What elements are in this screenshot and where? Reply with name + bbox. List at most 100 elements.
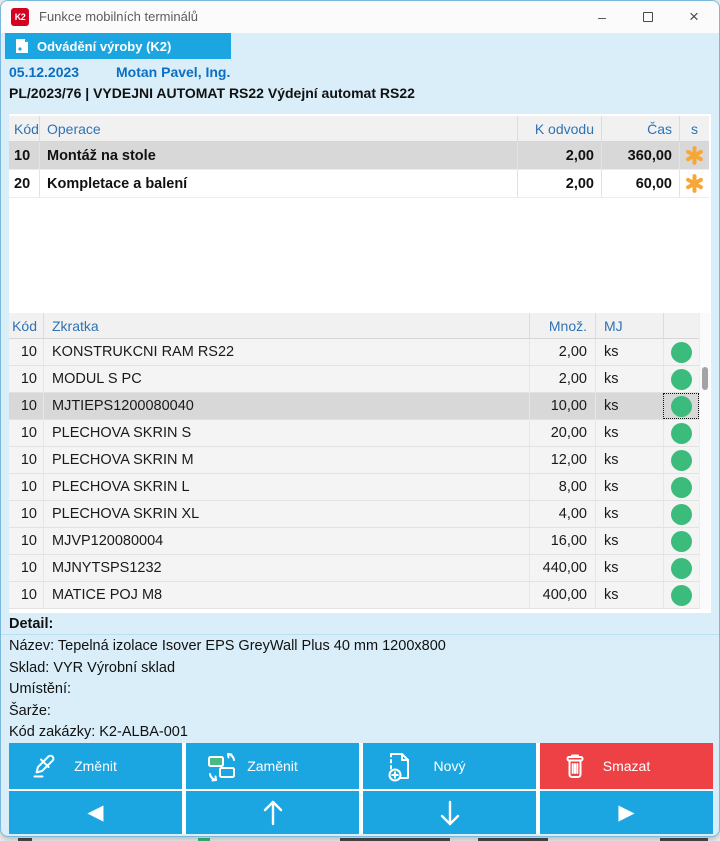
item-status-cell bbox=[663, 339, 699, 365]
operation-k-odvodu: 2,00 bbox=[517, 142, 601, 169]
item-mnozstvi: 2,00 bbox=[529, 366, 595, 392]
maximize-button[interactable] bbox=[625, 1, 671, 33]
delete-button-label: Smazat bbox=[602, 758, 651, 774]
production-order-line: PL/2023/76 | VYDEJNI AUTOMAT RS22 Výdejn… bbox=[9, 85, 415, 101]
operation-name: Montáž na stole bbox=[39, 142, 517, 169]
tab-odvadeni-vyroby[interactable]: Odvádění výroby (K2) bbox=[5, 33, 231, 59]
status-green-circle-icon bbox=[671, 503, 692, 525]
operation-name: Kompletace a balení bbox=[39, 170, 517, 197]
item-status-cell bbox=[663, 420, 699, 446]
column-header-mj[interactable]: MJ bbox=[595, 313, 663, 338]
status-green-circle-icon bbox=[671, 422, 692, 444]
item-row[interactable]: 10 MODUL S PC 2,00 ks bbox=[9, 366, 699, 393]
status-green-circle-icon bbox=[671, 449, 692, 471]
item-mj: ks bbox=[595, 474, 663, 500]
item-row[interactable]: 10 MATICE POJ M8 400,00 ks bbox=[9, 582, 699, 609]
pencil-icon bbox=[33, 754, 55, 778]
items-table: Kód Zkratka Množ. MJ 10 KONSTRUKCNI RAM R… bbox=[9, 313, 699, 609]
item-mj: ks bbox=[595, 555, 663, 581]
item-row[interactable]: 10 KONSTRUKCNI RAM RS22 2,00 ks bbox=[9, 339, 699, 366]
operation-cas: 360,00 bbox=[601, 142, 679, 169]
item-row[interactable]: 10 MJNYTSPS1232 440,00 ks bbox=[9, 555, 699, 582]
item-mj: ks bbox=[595, 582, 663, 608]
new-button[interactable]: Nový bbox=[363, 743, 536, 789]
detail-panel: Detail: Název: Tepelná izolace Isover EP… bbox=[1, 613, 719, 743]
items-table-body: 10 KONSTRUKCNI RAM RS22 2,00 ks 10 MODUL S PC… bbox=[9, 339, 699, 609]
status-green-circle-icon bbox=[671, 368, 692, 390]
item-status-cell bbox=[663, 582, 699, 608]
column-header-cas[interactable]: Čas bbox=[601, 116, 679, 141]
column-header-zkratka[interactable]: Zkratka bbox=[43, 313, 529, 338]
flag-asterisk-icon bbox=[686, 146, 703, 165]
column-header-kod[interactable]: Kód bbox=[12, 317, 37, 334]
nav-right-button[interactable]: ▶ bbox=[540, 791, 713, 834]
operation-kod: 20 bbox=[14, 175, 31, 192]
nav-up-button[interactable] bbox=[186, 791, 359, 834]
item-mnozstvi: 12,00 bbox=[529, 447, 595, 473]
item-status-cell bbox=[663, 366, 699, 392]
item-mnozstvi: 16,00 bbox=[529, 528, 595, 554]
operation-row[interactable]: 10 Montáž na stole 2,00 360,00 bbox=[9, 142, 709, 170]
status-green-circle-icon bbox=[671, 530, 692, 552]
item-kod: 10 bbox=[20, 506, 37, 522]
status-green-circle-icon bbox=[671, 557, 692, 579]
item-row[interactable]: 10 PLECHOVA SKRIN S 20,00 ks bbox=[9, 420, 699, 447]
item-zkratka: MJVP120080004 bbox=[43, 528, 529, 554]
nav-down-button[interactable] bbox=[363, 791, 536, 834]
scrollbar-thumb[interactable] bbox=[702, 367, 708, 390]
item-mj: ks bbox=[595, 420, 663, 446]
window-title: Funkce mobilních terminálů bbox=[39, 9, 198, 24]
item-mnozstvi: 2,00 bbox=[529, 339, 595, 365]
document-date: 05.12.2023 bbox=[9, 64, 80, 80]
items-table-header: Kód Zkratka Množ. MJ bbox=[9, 313, 699, 339]
items-scrollbar[interactable] bbox=[699, 313, 710, 609]
item-zkratka: KONSTRUKCNI RAM RS22 bbox=[43, 339, 529, 365]
item-mnozstvi: 20,00 bbox=[529, 420, 595, 446]
item-status-cell bbox=[663, 393, 699, 419]
item-status-cell bbox=[663, 528, 699, 554]
item-row[interactable]: 10 PLECHOVA SKRIN M 12,00 ks bbox=[9, 447, 699, 474]
item-status-cell bbox=[663, 501, 699, 527]
down-arrow-icon bbox=[440, 800, 459, 825]
title-bar: K2 Funkce mobilních terminálů – × bbox=[1, 1, 719, 33]
item-row[interactable]: 10 PLECHOVA SKRIN L 8,00 ks bbox=[9, 474, 699, 501]
item-row[interactable]: 10 PLECHOVA SKRIN XL 4,00 ks bbox=[9, 501, 699, 528]
detail-line: Kód zakázky: K2-ALBA-001 bbox=[9, 724, 188, 740]
close-button[interactable]: × bbox=[689, 7, 699, 26]
item-kod: 10 bbox=[20, 452, 37, 468]
column-header-kod[interactable]: Kód bbox=[14, 120, 39, 137]
column-header-operace[interactable]: Operace bbox=[39, 116, 517, 141]
column-header-status[interactable] bbox=[663, 313, 699, 338]
item-status-cell bbox=[663, 555, 699, 581]
item-kod: 10 bbox=[20, 344, 37, 360]
item-zkratka: MODUL S PC bbox=[43, 366, 529, 392]
delete-button[interactable]: Smazat bbox=[540, 743, 713, 789]
operation-flag-cell bbox=[679, 170, 709, 197]
item-zkratka: PLECHOVA SKRIN M bbox=[43, 447, 529, 473]
item-row[interactable]: 10 MJVP120080004 16,00 ks bbox=[9, 528, 699, 555]
swap-button[interactable]: Zaměnit bbox=[186, 743, 359, 789]
item-row[interactable]: 10 MJTIEPS1200080040 10,00 ks bbox=[9, 393, 699, 420]
item-mnozstvi: 10,00 bbox=[529, 393, 595, 419]
item-mj: ks bbox=[595, 393, 663, 419]
right-triangle-icon: ▶ bbox=[618, 801, 635, 824]
item-mnozstvi: 4,00 bbox=[529, 501, 595, 527]
nav-left-button[interactable]: ◀ bbox=[9, 791, 182, 834]
status-green-circle-icon bbox=[671, 341, 692, 363]
left-triangle-icon: ◀ bbox=[87, 801, 104, 824]
maximize-icon bbox=[643, 12, 653, 22]
tab-label: Odvádění výroby (K2) bbox=[37, 38, 172, 54]
item-mnozstvi: 400,00 bbox=[529, 582, 595, 608]
item-status-cell bbox=[663, 447, 699, 473]
column-header-mnoz[interactable]: Množ. bbox=[529, 313, 595, 338]
operation-cas: 60,00 bbox=[601, 170, 679, 197]
item-zkratka: MJTIEPS1200080040 bbox=[43, 393, 529, 419]
item-mj: ks bbox=[595, 501, 663, 527]
flag-asterisk-icon bbox=[686, 174, 703, 193]
change-button[interactable]: Změnit bbox=[9, 743, 182, 789]
column-header-s[interactable]: s bbox=[679, 116, 709, 141]
operation-row[interactable]: 20 Kompletace a balení 2,00 60,00 bbox=[9, 170, 709, 198]
minimize-button[interactable]: – bbox=[598, 9, 606, 25]
detail-line: Sklad: VYR Výrobní sklad bbox=[9, 659, 176, 676]
column-header-k-odvodu[interactable]: K odvodu bbox=[517, 116, 601, 141]
